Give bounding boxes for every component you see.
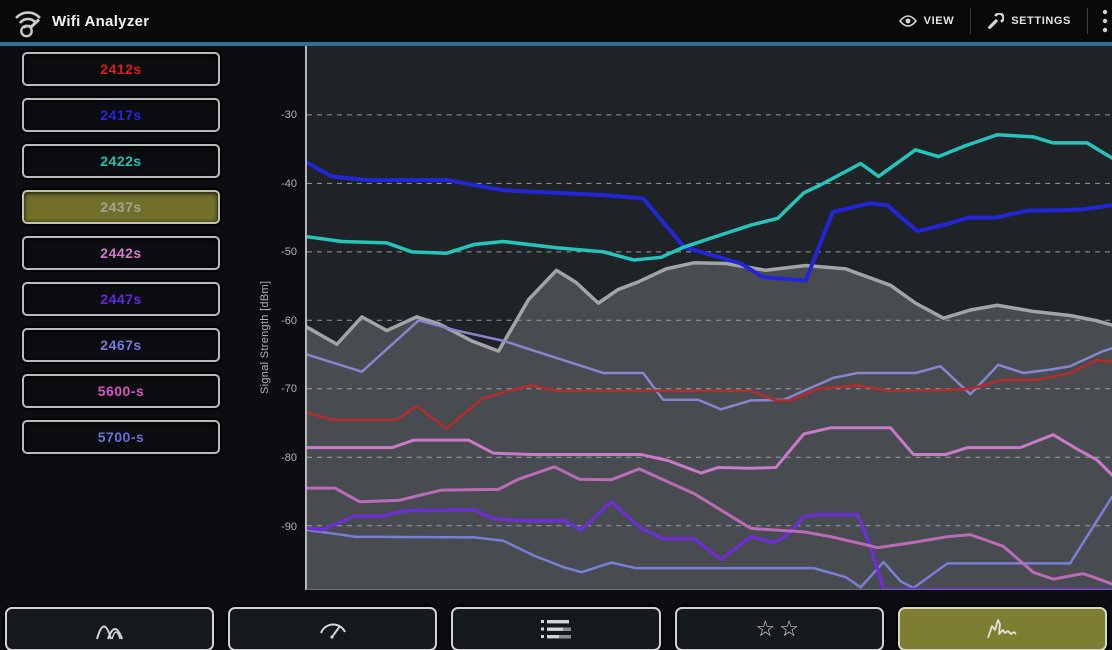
channel-graph-icon — [95, 625, 123, 640]
y-tick-label: -90 — [281, 520, 297, 533]
series-line-2412s — [307, 358, 1112, 430]
network-button-2467s[interactable]: 2467s — [22, 328, 220, 362]
network-button-2447s[interactable]: 2447s — [22, 282, 220, 316]
y-tick-label: -40 — [281, 177, 297, 190]
toolbar-button-channel-graph[interactable] — [5, 607, 215, 650]
series-line-5700-s — [307, 495, 1112, 589]
view-label: VIEW — [923, 15, 955, 27]
series-line-2447s — [307, 500, 1112, 589]
network-button-5600-s[interactable]: 5600-s — [22, 374, 220, 408]
bottom-toolbar: ☆☆ — [0, 607, 1112, 650]
app-title: Wifi Analyzer — [52, 12, 150, 30]
network-button-2422s[interactable]: 2422s — [22, 144, 220, 178]
toolbar-separator — [1087, 8, 1088, 34]
wifi-analyzer-logo-icon — [15, 11, 41, 38]
y-tick-label: -30 — [281, 109, 297, 121]
y-tick-label: -70 — [281, 383, 297, 396]
wrench-icon — [988, 12, 1005, 29]
time-graph-icon — [987, 619, 1018, 639]
network-list: 2412s 2417s 2422s 2437s 2442s 2447s 2467s 5600-… — [22, 52, 220, 466]
time-graph-plot-area — [305, 46, 1112, 590]
series-line-5600-s — [307, 465, 1112, 586]
overflow-menu-button[interactable] — [1088, 0, 1112, 42]
toolbar-button-signal-meter[interactable] — [228, 607, 438, 650]
y-tick-label: -50 — [281, 246, 297, 259]
star-rating-icon: ☆☆ — [755, 616, 803, 641]
view-button[interactable]: VIEW — [883, 0, 971, 42]
network-button-2442s[interactable]: 2442s — [22, 236, 220, 270]
toolbar-button-ap-list[interactable] — [451, 607, 661, 650]
y-axis-ticks: -30 -40 -50 -60 -70 -80 -90 — [253, 46, 301, 590]
series-line-2417s — [307, 160, 1112, 283]
network-button-2417s[interactable]: 2417s — [22, 98, 220, 132]
toolbar-button-time-graph[interactable] — [897, 607, 1108, 650]
series-line-2442s — [307, 426, 1112, 477]
y-tick-label: -80 — [281, 452, 297, 464]
y-tick-label: -60 — [281, 314, 297, 327]
series-line-2437s — [307, 261, 1112, 353]
action-bar: Wifi Analyzer VIEW SETTINGS — [0, 0, 1112, 46]
settings-label: SETTINGS — [1011, 15, 1071, 27]
signal-meter-icon — [319, 623, 346, 639]
series-line-2422s — [307, 132, 1112, 262]
toolbar-button-star-rating[interactable]: ☆☆ — [674, 607, 884, 650]
eye-icon — [898, 15, 917, 27]
network-button-2412s[interactable]: 2412s — [22, 52, 220, 86]
network-button-2437s[interactable]: 2437s — [22, 190, 220, 224]
ap-list-icon — [541, 620, 571, 639]
toolbar-separator — [970, 8, 972, 34]
overflow-menu-icon — [1102, 9, 1108, 33]
network-button-5700-s[interactable]: 5700-s — [22, 420, 220, 454]
settings-button[interactable]: SETTINGS — [971, 0, 1087, 42]
series-area-2437s — [307, 262, 1112, 589]
time-graph-svg — [307, 114, 1112, 589]
